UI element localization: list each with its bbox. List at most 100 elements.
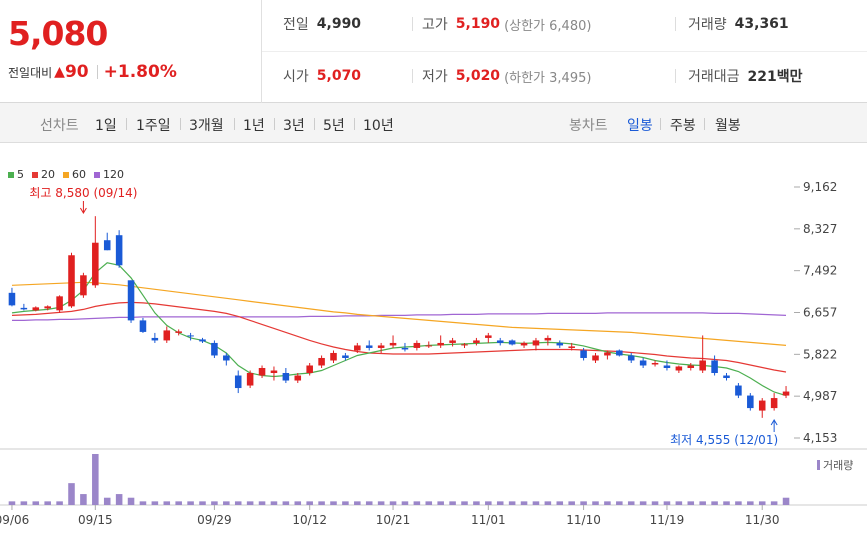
candle-body (747, 395, 754, 409)
divider (314, 118, 315, 130)
x-tick-label: 11/10 (566, 513, 601, 527)
candle-body (782, 391, 790, 396)
candle-chart-tab[interactable]: 봉차트 (569, 118, 608, 134)
volume-bar (270, 501, 278, 505)
candle-body (711, 360, 718, 374)
candle-body (211, 342, 218, 356)
volume-bar (782, 497, 790, 505)
x-tick-label: 11/01 (471, 513, 506, 527)
candle-body (449, 340, 456, 343)
quote-header: 5,080 전일대비 ▲ 90 +1.80% 전일 4,990 고가 5,190… (0, 0, 867, 103)
volume-bar (80, 494, 87, 505)
candle-body (663, 365, 671, 368)
volume-bar (175, 501, 182, 505)
volume-bar (365, 501, 373, 505)
candle-body (425, 345, 433, 347)
volume-bar (580, 501, 587, 505)
divider (234, 118, 235, 130)
volume-bar (425, 501, 433, 505)
divider (354, 118, 355, 130)
candle-body (103, 240, 111, 251)
change-percent: +1.80% (103, 62, 177, 82)
candle-body (687, 365, 695, 368)
candle-body (68, 255, 75, 307)
y-tick-label: 7,492 (803, 264, 837, 278)
x-tick-label: 09/15 (78, 513, 113, 527)
candle-body (80, 275, 87, 296)
candle-body (485, 335, 492, 338)
volume-bar (473, 501, 480, 505)
volume-bar (282, 501, 290, 505)
volume-bar (592, 501, 599, 505)
volume-bar (151, 501, 159, 505)
y-tick-label: 6,657 (803, 306, 837, 320)
volume-bar (604, 501, 611, 505)
period-10y[interactable]: 10년 (363, 118, 394, 134)
x-tick-label: 09/06 (0, 513, 29, 527)
divider (180, 118, 181, 130)
prev-close: 전일 4,990 (283, 16, 362, 33)
candle-body (723, 375, 730, 379)
legend-ma20: 20 (32, 168, 55, 181)
divider (704, 118, 705, 130)
candle-monthly[interactable]: 월봉 (715, 118, 741, 134)
divider (274, 118, 275, 130)
y-tick-label: 4,153 (803, 431, 837, 445)
volume-bar (485, 501, 492, 505)
volume-bar (735, 501, 742, 505)
volume-bar (92, 454, 99, 505)
x-tick-label: 11/19 (650, 513, 685, 527)
candle-body (580, 350, 587, 358)
period-1d[interactable]: 1일 (95, 118, 117, 134)
candle-body (651, 362, 659, 365)
open-price: 시가 5,070 (283, 68, 362, 85)
volume-bar (723, 501, 730, 505)
period-3y[interactable]: 3년 (283, 118, 305, 134)
candle-body (127, 280, 135, 321)
volume-bar (318, 501, 325, 505)
volume-bar (508, 501, 516, 505)
period-5y[interactable]: 5년 (323, 118, 345, 134)
volume-bar (413, 501, 421, 505)
volume-bar (687, 501, 695, 505)
current-price: 5,080 (8, 14, 108, 53)
volume-bar (211, 501, 218, 505)
volume-bar (758, 501, 766, 505)
candle-body (473, 340, 480, 343)
volume-stat: 거래량 43,361 (688, 16, 789, 33)
max-price-annotation: 최고 8,580 (09/14) (29, 186, 137, 200)
candle-body (639, 360, 647, 366)
ma20-line (11, 301, 787, 373)
candle-weekly[interactable]: 주봉 (670, 118, 696, 134)
chart-legend: 5 20 60 120 (8, 168, 124, 181)
volume-bar (556, 501, 564, 505)
volume-bar (103, 497, 111, 505)
candle-body (544, 337, 552, 341)
candle-daily[interactable]: 일봉 (627, 118, 653, 134)
candle-body (604, 352, 611, 356)
line-chart-tab[interactable]: 선차트 (40, 118, 79, 134)
volume-bar (32, 501, 40, 505)
chart-toolbar: 선차트 1일 1주일 3개월 1년 3년 5년 10년 봉차트 일봉 주봉 월봉 (0, 103, 867, 143)
volume-bar (532, 501, 540, 505)
period-1y[interactable]: 1년 (243, 118, 265, 134)
period-1w[interactable]: 1주일 (136, 118, 171, 134)
volume-bar (544, 501, 552, 505)
volume-bar (20, 501, 28, 505)
volume-bar (342, 501, 349, 505)
volume-bar (496, 501, 504, 505)
candle-body (413, 342, 421, 348)
candle-body (627, 355, 635, 361)
volume-bar (747, 501, 754, 505)
volume-bar (115, 494, 123, 505)
divider (126, 118, 127, 130)
price-change: 전일대비 ▲ 90 +1.80% (8, 62, 177, 82)
candle-body (282, 373, 290, 381)
divider (675, 69, 676, 83)
candle-body (92, 242, 99, 286)
volume-bar (234, 501, 242, 505)
change-amount: 90 (64, 62, 89, 82)
candle-body (175, 331, 182, 333)
candle-body (520, 342, 528, 346)
period-3m[interactable]: 3개월 (189, 118, 224, 134)
